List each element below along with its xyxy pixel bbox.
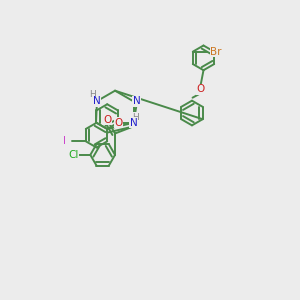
Text: H: H xyxy=(132,113,138,122)
Text: Br: Br xyxy=(210,47,222,57)
Text: O: O xyxy=(196,85,205,94)
Text: I: I xyxy=(63,136,66,146)
Text: O: O xyxy=(103,115,111,124)
Text: N: N xyxy=(93,96,101,106)
Text: O: O xyxy=(115,118,123,128)
Text: H: H xyxy=(90,90,96,99)
Text: N: N xyxy=(130,118,137,128)
Text: Cl: Cl xyxy=(68,150,78,160)
Text: N: N xyxy=(133,96,140,106)
